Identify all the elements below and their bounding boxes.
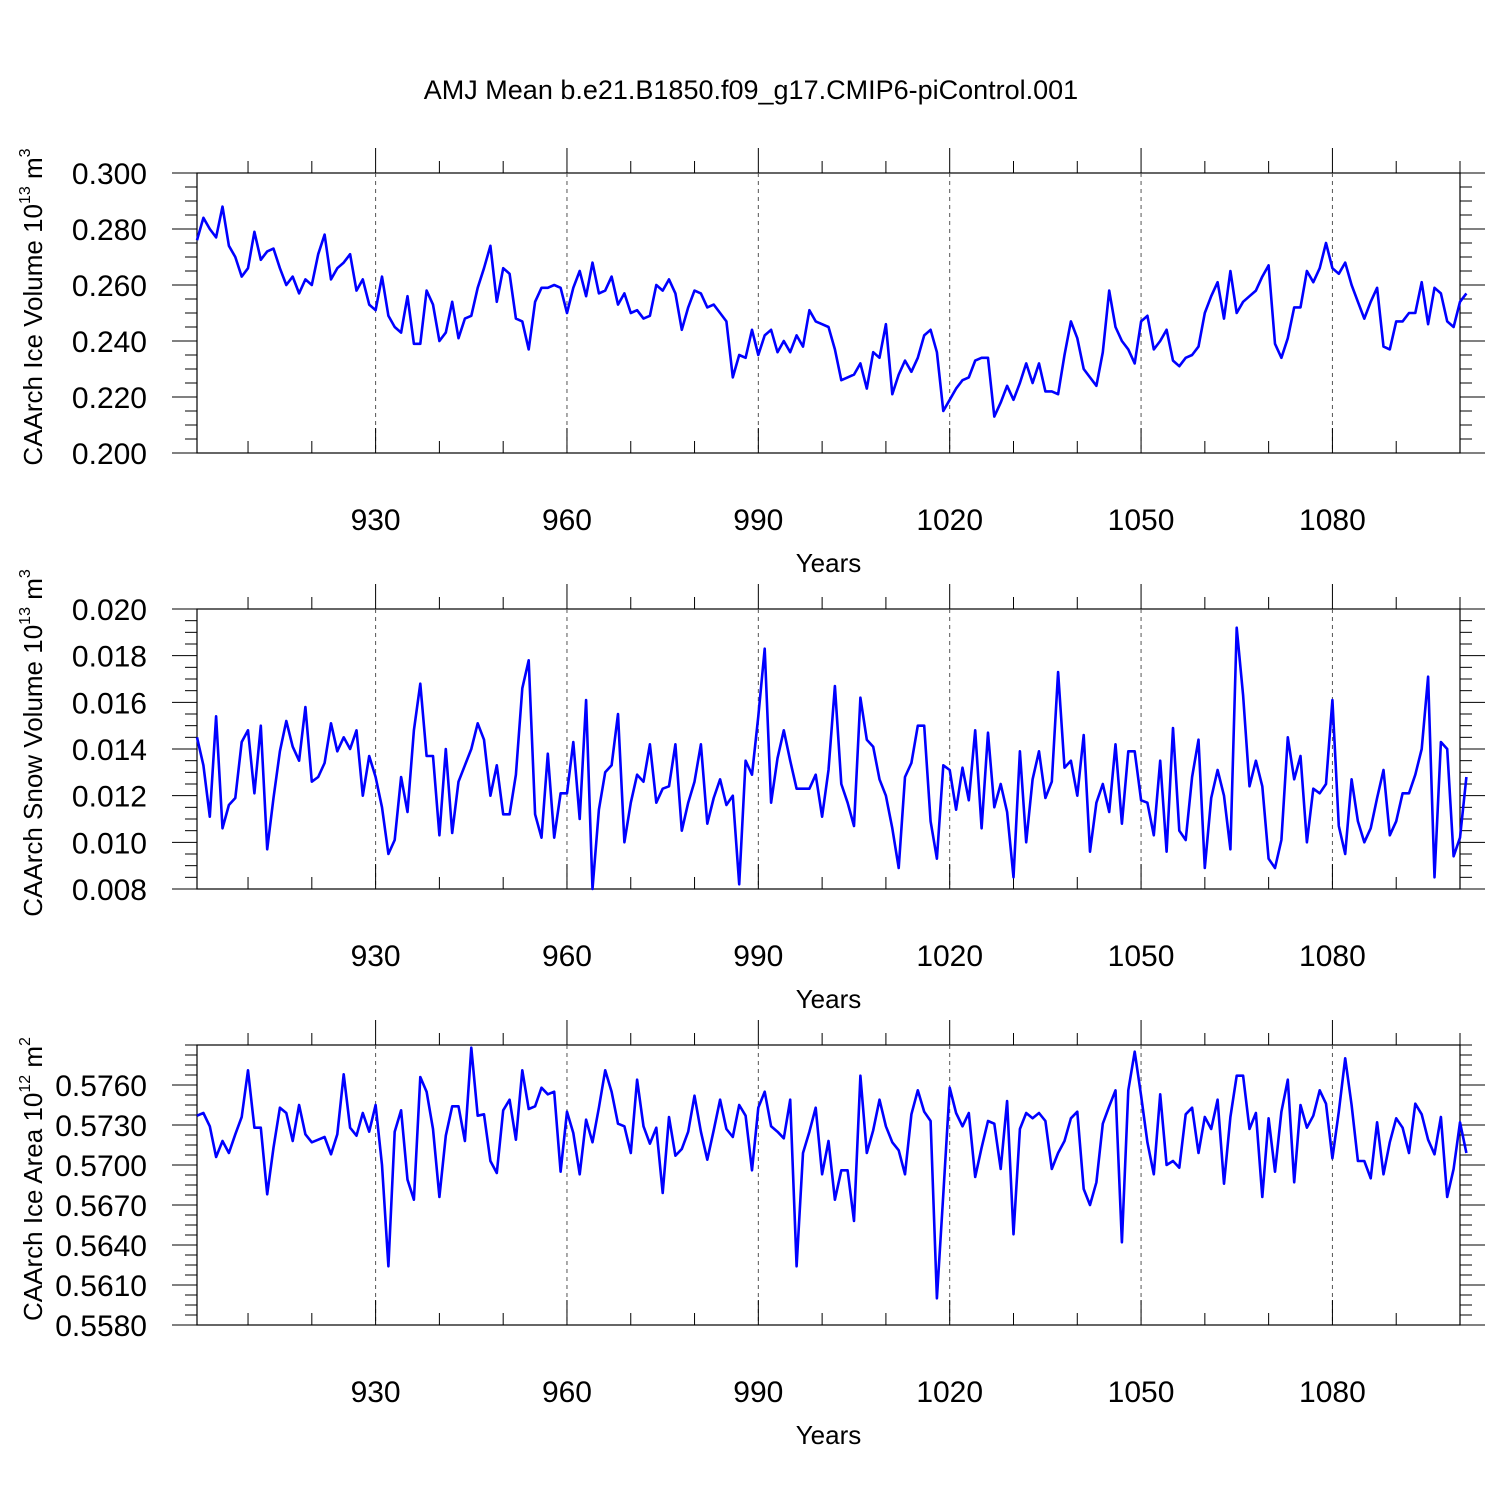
panels-group: 930 960 990 1020 1050 1080 Years 0.200 0.220 0.24… (17, 148, 1485, 1450)
x-tick-label: 990 (733, 504, 783, 537)
x-tick-label: 990 (733, 940, 783, 973)
y-axis-label-part: 3 (17, 148, 34, 157)
y-tick-label: 0.5760 (55, 1070, 147, 1103)
y-tick-label: 0.300 (72, 158, 147, 191)
series-line-ice-volume (195, 205, 1468, 418)
y-axis-label-part: CAArch Snow Volume 10 (18, 625, 48, 917)
x-tick-label: 960 (542, 1376, 592, 1409)
y-tick-label: 0.016 (72, 687, 147, 720)
y-tick-label: 0.020 (72, 594, 147, 627)
x-tick-label: 1020 (916, 504, 983, 537)
x-tick-label: 1020 (916, 940, 983, 973)
y-axis-label-part: m (18, 1046, 48, 1075)
x-tick-label: 930 (351, 504, 401, 537)
x-tick-label: 1050 (1108, 940, 1175, 973)
panel-ice-area: 930 960 990 1020 1050 1080 Years 0.5580 0.5610 0.… (17, 1020, 1485, 1450)
series-line-snow-volume (195, 626, 1468, 891)
x-tick-label: 960 (542, 504, 592, 537)
plot-frame (196, 172, 1461, 454)
y-tick-label: 0.014 (72, 734, 147, 767)
y-tick-label: 0.5580 (55, 1310, 147, 1343)
y-axis-label-part: CAArch Ice Area 10 (18, 1093, 48, 1321)
y-tick-label: 0.018 (72, 641, 147, 674)
x-tick-label: 1020 (916, 1376, 983, 1409)
x-axis-label: Years (796, 984, 862, 1014)
x-tick-label: 930 (351, 1376, 401, 1409)
y-tick-label: 0.5640 (55, 1230, 147, 1263)
y-axis-label-part: 12 (17, 1075, 34, 1093)
y-axis-label-part: 3 (17, 569, 34, 578)
y-tick-label: 0.240 (72, 326, 147, 359)
y-axis-label-part: m (18, 157, 48, 186)
x-tick-label: 930 (351, 940, 401, 973)
chart-title: AMJ Mean b.e21.B1850.f09_g17.CMIP6-piCon… (424, 75, 1078, 105)
y-axis-label-part: m (18, 578, 48, 607)
y-axis-label-part: CAArch Ice Volume 10 (18, 204, 48, 466)
x-axis-label: Years (796, 548, 862, 578)
x-tick-label: 1050 (1108, 504, 1175, 537)
x-tick-label: 1050 (1108, 1376, 1175, 1409)
series-line-ice-area (196, 1046, 1468, 1300)
panel-ice-volume: 930 960 990 1020 1050 1080 Years 0.200 0.220 0.24… (17, 148, 1485, 578)
y-tick-label: 0.220 (72, 382, 147, 415)
y-tick-label: 0.008 (72, 874, 147, 907)
x-tick-label: 960 (542, 940, 592, 973)
x-tick-label: 1080 (1299, 504, 1366, 537)
y-axis-label-part: 13 (17, 186, 34, 204)
y-axis-label-part: 13 (17, 607, 34, 625)
y-axis-label-part: 2 (17, 1037, 34, 1046)
y-tick-label: 0.260 (72, 270, 147, 303)
y-tick-label: 0.5610 (55, 1270, 147, 1303)
panel-snow-volume: 930 960 990 1020 1050 1080 Years 0.008 0.010 0.01… (17, 569, 1485, 1014)
y-tick-label: 0.012 (72, 781, 147, 814)
x-tick-label: 1080 (1299, 940, 1366, 973)
y-axis-label: CAArch Ice Area 1012 m2 (17, 1037, 48, 1321)
y-tick-label: 0.010 (72, 827, 147, 860)
y-tick-label: 0.280 (72, 214, 147, 247)
y-tick-label: 0.5700 (55, 1150, 147, 1183)
y-tick-label: 0.5670 (55, 1190, 147, 1223)
x-axis-label: Years (796, 1420, 862, 1450)
plot-frame (196, 1044, 1461, 1326)
y-tick-label: 0.200 (72, 438, 147, 471)
x-tick-label: 990 (733, 1376, 783, 1409)
y-axis-label: CAArch Ice Volume 1013 m3 (17, 148, 48, 465)
x-tick-label: 1080 (1299, 1376, 1366, 1409)
y-tick-label: 0.5730 (55, 1110, 147, 1143)
y-axis-label: CAArch Snow Volume 1013 m3 (17, 569, 48, 917)
